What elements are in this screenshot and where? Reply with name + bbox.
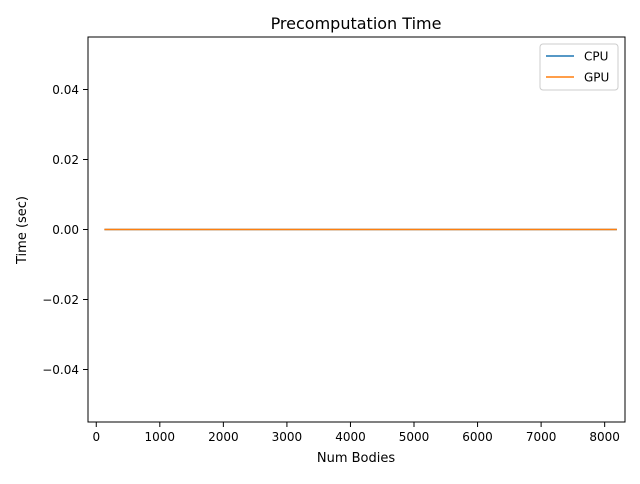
y-tick-label: 0.04 [52,83,79,97]
x-tick-label: 4000 [335,430,366,444]
legend: CPU GPU [539,43,619,91]
plot-area-frame [87,36,626,423]
y-tick-label: −0.04 [42,363,79,377]
y-tick-label: −0.02 [42,293,79,307]
x-axis-label: Num Bodies [317,451,395,466]
x-tick-label: 8000 [589,430,620,444]
x-axis-ticks: 0 1000 2000 3000 4000 5000 6000 7000 8000 [92,422,620,444]
legend-label-gpu: GPU [584,71,609,85]
legend-label-cpu: CPU [584,50,608,64]
x-tick-label: 7000 [526,430,557,444]
y-axis-label: Time (sec) [15,196,30,265]
x-tick-label: 6000 [462,430,493,444]
y-axis-ticks: −0.04 −0.02 0.00 0.02 0.04 [42,83,88,377]
x-tick-label: 5000 [399,430,430,444]
x-tick-label: 1000 [145,430,176,444]
y-tick-label: 0.02 [52,153,79,167]
x-tick-label: 2000 [208,430,239,444]
y-tick-label: 0.00 [52,223,79,237]
chart-title: Precomputation Time [271,14,442,33]
x-tick-label: 0 [92,430,100,444]
x-tick-label: 3000 [272,430,303,444]
